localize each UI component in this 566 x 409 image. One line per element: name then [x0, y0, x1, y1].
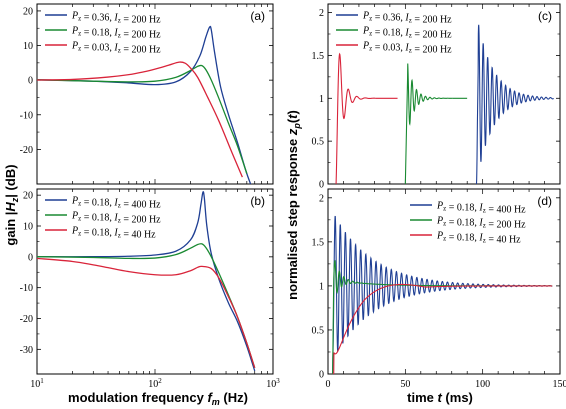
- right-y-axis-label: normalised step response zp(t): [285, 110, 302, 300]
- series-line: [332, 259, 553, 374]
- panel-label: (b): [250, 194, 265, 208]
- series-line: [37, 191, 256, 372]
- panel-label: (a): [250, 9, 265, 23]
- legend-entry: Pz = 0.18, Iz = 200 Hz: [362, 26, 452, 41]
- series-line: [404, 63, 468, 184]
- y-tick-label: -30: [20, 345, 33, 356]
- y-tick-label: 0: [319, 180, 324, 191]
- right-x-axis-label: time t (ms): [407, 390, 473, 405]
- y-tick-label: 0.5: [312, 325, 325, 336]
- legend-entry: Pz = 0.18, Iz = 200 Hz: [436, 216, 526, 231]
- y-tick-label: 2: [319, 193, 324, 204]
- legend-entry: Pz = 0.03, Iz = 200 Hz: [362, 41, 452, 56]
- x-tick-label: 100: [475, 379, 490, 390]
- left-y-axis-label: gain |Hz| (dB): [3, 164, 20, 245]
- y-tick-label: -10: [20, 283, 33, 294]
- y-tick-label: 1.5: [312, 51, 325, 62]
- legend-entry: Pz = 0.18, Iz = 200 Hz: [71, 26, 161, 41]
- panel-label: (d): [537, 194, 552, 208]
- legend-entry: Pz = 0.18, Iz = 400 Hz: [71, 196, 161, 211]
- y-tick-label: 1: [319, 94, 324, 105]
- y-tick-label: 1.5: [312, 237, 325, 248]
- y-tick-label: 0: [28, 76, 33, 87]
- y-tick-label: 0: [28, 252, 33, 263]
- x-tick-label: 101: [30, 377, 44, 390]
- y-tick-label: 0: [319, 370, 324, 381]
- x-tick-label: 150: [553, 379, 566, 390]
- series-line: [37, 61, 243, 178]
- series-line: [335, 52, 398, 184]
- legend-entry: Pz = 0.03, Iz = 200 Hz: [71, 41, 161, 56]
- y-tick-label: 20: [23, 191, 33, 202]
- y-tick-label: 10: [23, 41, 33, 52]
- legend-entry: Pz = 0.18, Iz = 40 Hz: [436, 231, 521, 246]
- series-line: [332, 283, 553, 374]
- legend-entry: Pz = 0.36, Iz = 200 Hz: [71, 11, 161, 26]
- y-tick-label: -20: [20, 314, 33, 325]
- y-tick-label: 0.5: [312, 137, 325, 148]
- series-line: [37, 64, 248, 174]
- x-tick-label: 103: [266, 377, 280, 390]
- legend-entry: Pz = 0.18, Iz = 400 Hz: [436, 201, 526, 216]
- legend-entry: Pz = 0.18, Iz = 40 Hz: [71, 226, 156, 241]
- panel-frame: [327, 188, 561, 375]
- legend-entry: Pz = 0.36, Iz = 200 Hz: [362, 11, 452, 26]
- panel-d: 0 0.5 1 1.5 2 0 50 100 150 Pz = 0.18, Iz = 400 Hz…: [312, 188, 566, 390]
- x-tick-label: 0: [326, 379, 331, 390]
- y-tick-label: -10: [20, 110, 33, 121]
- panel-frame: [327, 3, 561, 185]
- series-line: [475, 24, 555, 184]
- panel-label: (c): [538, 9, 552, 23]
- x-tick-label: 102: [148, 377, 162, 390]
- series-line: [37, 243, 256, 369]
- panel-b: 20 10 0 -10 -20 -30 101 102 103 Pz = 0.18, Iz = 4…: [20, 188, 280, 390]
- y-tick-label: 10: [23, 222, 33, 233]
- y-tick-label: 2: [319, 8, 324, 19]
- legend-entry: Pz = 0.18, Iz = 200 Hz: [71, 211, 161, 226]
- y-tick-label: 20: [23, 6, 33, 17]
- series-line: [37, 257, 256, 369]
- x-tick-label: 50: [400, 379, 410, 390]
- series-line: [37, 25, 252, 184]
- y-tick-label: -20: [20, 145, 33, 156]
- y-tick-label: 1: [319, 281, 324, 292]
- left-x-axis-label: modulation frequency fm (Hz): [68, 390, 248, 407]
